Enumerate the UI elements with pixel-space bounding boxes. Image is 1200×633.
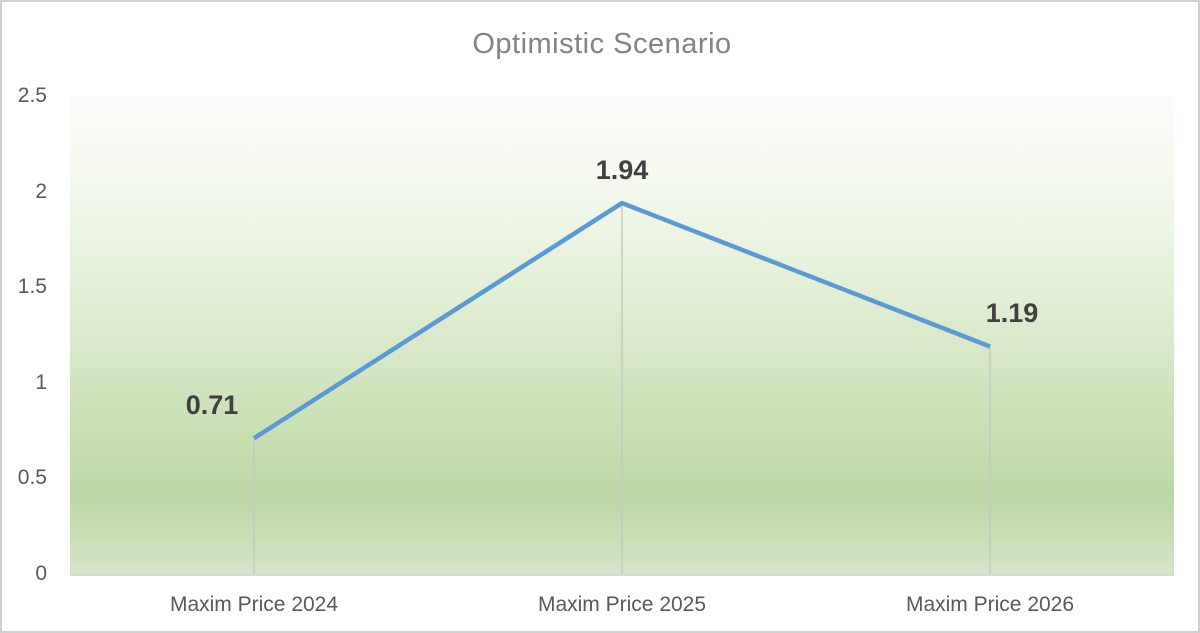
data-label: 1.94 — [595, 155, 649, 186]
y-tick-label: 1 — [35, 370, 47, 394]
y-tick-label: 0 — [35, 562, 47, 585]
x-tick-label: Maxim Price 2024 — [169, 593, 339, 616]
y-tick-label: 2 — [35, 179, 47, 203]
series-line — [252, 200, 991, 441]
y-tick-label: 0.5 — [17, 466, 47, 490]
y-tick-label: 2.5 — [17, 84, 47, 107]
x-tick-label: Maxim Price 2026 — [905, 593, 1075, 616]
line-chart-svg — [252, 200, 991, 574]
drop-lines — [253, 203, 991, 574]
y-tick-label: 1.5 — [17, 275, 47, 299]
chart-title: Optimistic Scenario — [472, 28, 732, 60]
data-label: 1.19 — [985, 298, 1039, 329]
x-tick-label: Maxim Price 2025 — [537, 593, 707, 616]
plot-area — [70, 96, 1174, 576]
data-label: 0.71 — [185, 390, 239, 421]
